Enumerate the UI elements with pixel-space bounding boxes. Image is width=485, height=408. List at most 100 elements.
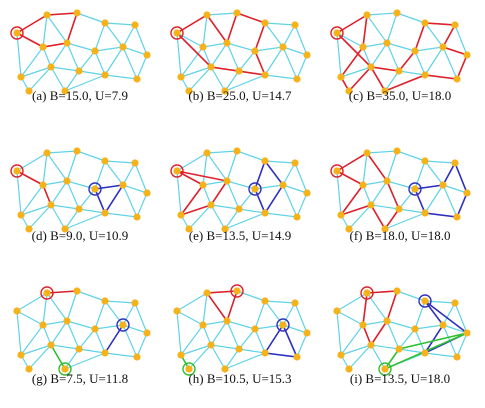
route xyxy=(50,344,66,370)
edge xyxy=(66,150,78,182)
node xyxy=(463,189,471,197)
edge xyxy=(336,310,342,356)
node xyxy=(421,209,429,217)
node xyxy=(359,181,367,189)
edge xyxy=(104,160,136,164)
edge xyxy=(282,46,308,56)
edge xyxy=(50,42,68,68)
node xyxy=(133,353,141,361)
caption: (a) B=15.0, U=7.9 xyxy=(32,88,128,103)
node xyxy=(393,287,401,295)
caption: (c) B=35.0, U=18.0 xyxy=(349,88,451,103)
node xyxy=(13,167,21,175)
start-marker xyxy=(330,164,344,178)
panel xyxy=(330,147,471,233)
panel xyxy=(173,284,311,376)
node xyxy=(177,211,185,219)
node xyxy=(463,51,471,59)
edge xyxy=(386,42,416,52)
node xyxy=(63,39,71,47)
node xyxy=(143,189,151,197)
edge xyxy=(176,152,208,172)
node xyxy=(61,365,69,373)
node xyxy=(411,47,419,55)
edge xyxy=(340,66,372,78)
node xyxy=(381,87,389,95)
edge xyxy=(20,324,44,356)
node xyxy=(381,225,389,233)
edge xyxy=(224,74,266,92)
edge xyxy=(336,292,368,312)
node xyxy=(173,29,181,37)
node xyxy=(303,329,311,337)
node xyxy=(381,365,389,373)
node xyxy=(235,345,243,353)
route xyxy=(362,290,399,347)
node xyxy=(345,87,353,95)
node xyxy=(133,75,141,83)
edge xyxy=(414,300,426,330)
edge xyxy=(424,160,456,164)
edge xyxy=(16,310,22,356)
node xyxy=(25,365,33,373)
node xyxy=(261,209,269,217)
edge xyxy=(398,328,416,350)
edge xyxy=(226,42,240,72)
node xyxy=(13,307,21,315)
node xyxy=(221,225,229,233)
node xyxy=(143,51,151,59)
edge xyxy=(454,302,468,334)
start-marker xyxy=(248,182,262,196)
edge xyxy=(28,204,52,230)
node xyxy=(439,321,447,329)
edge xyxy=(224,70,240,92)
edge xyxy=(122,24,136,48)
edge xyxy=(136,192,148,218)
edge xyxy=(176,310,204,326)
edge xyxy=(210,320,228,346)
edge xyxy=(370,204,400,210)
route xyxy=(16,170,52,206)
edge xyxy=(122,324,148,334)
route xyxy=(336,13,469,93)
edge xyxy=(202,320,228,326)
edge xyxy=(206,150,238,154)
edge xyxy=(64,212,106,230)
edge xyxy=(176,170,182,216)
edge xyxy=(66,320,80,350)
edge xyxy=(254,46,284,52)
edge xyxy=(122,184,138,218)
edge xyxy=(202,42,228,48)
edge xyxy=(424,22,444,48)
route xyxy=(205,290,238,323)
edge xyxy=(238,188,256,210)
edge xyxy=(122,184,148,194)
panel xyxy=(10,9,151,95)
node xyxy=(395,205,403,213)
edge xyxy=(398,70,426,76)
edge xyxy=(104,212,138,218)
edge xyxy=(264,212,298,218)
edge xyxy=(396,150,426,162)
node xyxy=(173,307,181,315)
edge xyxy=(46,292,68,322)
node xyxy=(143,329,151,337)
edge xyxy=(180,46,204,78)
route xyxy=(176,170,229,217)
caption: (d) B=9.0, U=10.9 xyxy=(32,228,129,243)
node xyxy=(63,317,71,325)
edge xyxy=(398,188,416,210)
edge xyxy=(336,170,342,216)
start-marker xyxy=(116,318,130,332)
edge xyxy=(282,302,296,326)
node xyxy=(39,181,47,189)
edge xyxy=(94,22,106,52)
edge xyxy=(236,290,266,302)
edge xyxy=(362,42,388,48)
edge xyxy=(134,162,148,194)
edge xyxy=(264,22,296,26)
edge xyxy=(296,332,308,358)
route xyxy=(16,12,79,48)
node xyxy=(91,47,99,55)
